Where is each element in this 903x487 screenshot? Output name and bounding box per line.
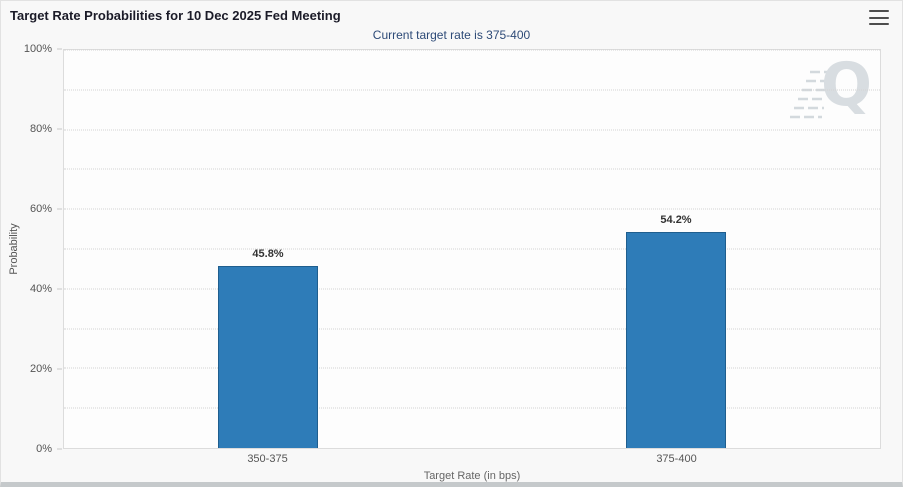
y-axis: 0% 20% 40% 60% 80% 100% — [1, 43, 63, 455]
gridline — [64, 328, 880, 330]
hamburger-line — [869, 10, 889, 12]
x-axis: 350-375 375-400 — [63, 453, 881, 469]
quikstrike-q-logo-watermark-icon: Q — [788, 50, 876, 128]
gridline — [64, 367, 880, 369]
bar-data-label: 54.2% — [660, 214, 692, 227]
gridline — [64, 407, 880, 409]
plot-area: Q 45.8% 54.2% — [63, 49, 881, 449]
y-tick-mark — [57, 128, 62, 130]
watermark-q-letter: Q — [820, 50, 872, 120]
gridline — [64, 248, 880, 250]
gridline — [64, 129, 880, 131]
hamburger-line — [869, 16, 889, 19]
y-tick-mark — [57, 448, 62, 450]
y-tick-label: 0% — [36, 443, 52, 455]
x-tick-label: 350-375 — [247, 453, 288, 465]
chart-title: Target Rate Probabilities for 10 Dec 202… — [10, 8, 341, 23]
gridline — [64, 288, 880, 290]
y-tick-label: 80% — [29, 123, 52, 135]
x-axis-title: Target Rate (in bps) — [423, 470, 521, 482]
x-tick-label: 375-400 — [656, 453, 697, 465]
watermark-hatch-lines — [790, 70, 832, 119]
bar-data-label: 45.8% — [252, 247, 284, 260]
y-tick-mark — [57, 48, 62, 50]
y-tick-label: 40% — [29, 283, 52, 295]
gridline — [64, 49, 880, 51]
gridline — [64, 208, 880, 210]
hamburger-line — [869, 23, 889, 25]
gridline — [64, 89, 880, 91]
bar-350-375[interactable] — [218, 265, 318, 448]
y-tick-mark — [57, 208, 62, 210]
gridline — [64, 168, 880, 170]
y-tick-mark — [57, 288, 62, 290]
y-tick-label: 20% — [29, 363, 52, 375]
y-tick-label: 100% — [23, 43, 52, 55]
y-tick-mark — [57, 368, 62, 370]
y-tick-label: 60% — [29, 203, 52, 215]
hamburger-menu-icon[interactable] — [869, 10, 889, 25]
chart-subtitle: Current target rate is 375-400 — [372, 28, 531, 42]
bar-375-400[interactable] — [626, 232, 726, 448]
